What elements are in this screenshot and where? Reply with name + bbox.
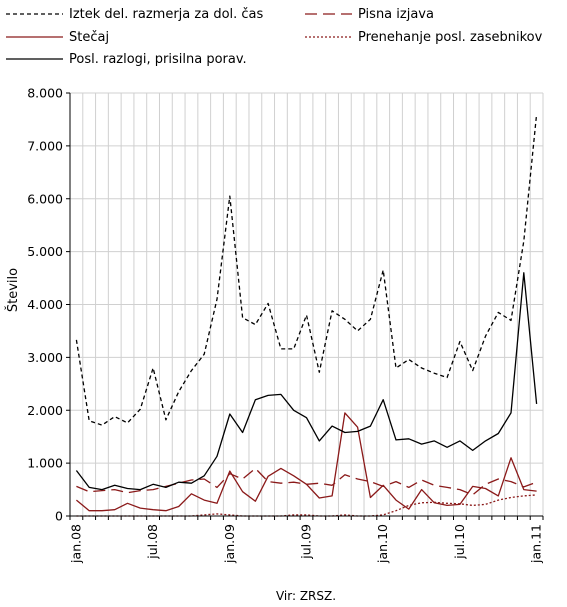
y-tick-label: 4.000 xyxy=(27,297,63,312)
series-line-4 xyxy=(76,494,537,517)
legend-label-4: Prenehanje posl. zasebnikov xyxy=(358,30,543,45)
x-axis-ticks: jan.08 jul.08 jan.09 jul.09 jan.10 jul.10 jan.… xyxy=(68,516,544,564)
x-tick-label: jul.09 xyxy=(299,524,314,560)
series-lines xyxy=(75,114,538,517)
source-note: Vir: ZRSZ. xyxy=(276,589,336,603)
series-line-1 xyxy=(75,114,538,426)
y-tick-label: 1.000 xyxy=(27,456,63,471)
legend-label-3: Stečaj xyxy=(69,30,109,45)
y-tick-label: 3.000 xyxy=(27,350,63,365)
y-tick-label: 8.000 xyxy=(27,86,63,101)
y-tick-label: 7.000 xyxy=(27,138,63,153)
legend: Iztek del. razmerja za dol. čas Pisna izj… xyxy=(6,7,543,67)
gridlines xyxy=(69,92,544,516)
x-tick-label: jul.10 xyxy=(452,524,467,560)
x-tick-label: jan.11 xyxy=(529,524,544,564)
y-tick-label: 6.000 xyxy=(27,191,63,206)
series-line-3 xyxy=(75,412,537,512)
x-tick-label: jan.09 xyxy=(222,524,237,564)
x-tick-label: jul.08 xyxy=(145,524,160,560)
y-axis-label: Število xyxy=(5,268,21,312)
series-line-5 xyxy=(75,272,538,491)
y-tick-label: 0 xyxy=(55,509,63,524)
x-tick-label: jan.08 xyxy=(68,524,83,564)
y-axis-ticks: 0 1.000 2.000 3.000 4.000 5.000 6.000 7.000 8.00… xyxy=(27,86,70,524)
series-line-2 xyxy=(76,467,537,496)
legend-label-5: Posl. razlogi, prisilna porav. xyxy=(69,52,247,67)
y-tick-label: 2.000 xyxy=(27,403,63,418)
legend-label-2: Pisna izjava xyxy=(358,7,434,22)
x-tick-label: jan.10 xyxy=(375,524,390,564)
legend-label-1: Iztek del. razmerja za dol. čas xyxy=(69,7,264,22)
y-tick-label: 5.000 xyxy=(27,244,63,259)
